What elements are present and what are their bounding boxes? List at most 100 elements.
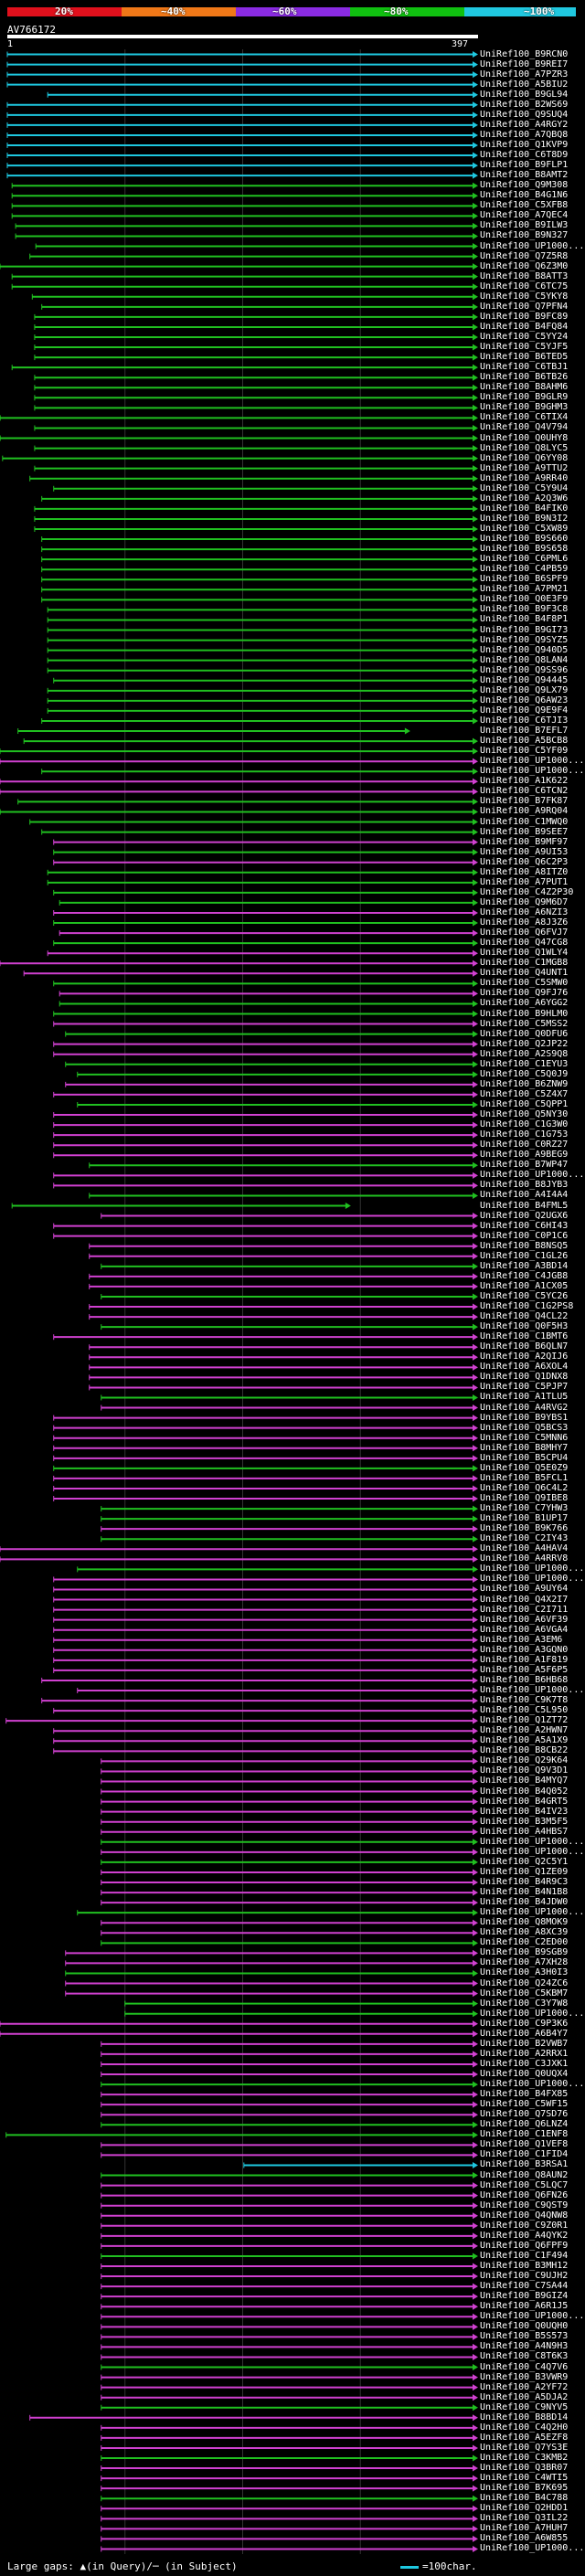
hit-62[interactable]: [47, 667, 478, 674]
hit-224[interactable]: [101, 2303, 478, 2310]
hit-label[interactable]: UniRef100_C4WTI5: [480, 2473, 569, 2484]
hit-184[interactable]: [101, 1899, 478, 1906]
hit-41[interactable]: [2, 455, 478, 462]
hit-114[interactable]: [89, 1192, 478, 1199]
hit-196[interactable]: [0, 2020, 478, 2028]
hit-label[interactable]: UniRef100_A6VGA4: [480, 1624, 569, 1635]
hit-label[interactable]: UniRef100_Q9M6D7: [480, 896, 569, 907]
hit-50[interactable]: [41, 546, 478, 553]
hit-111[interactable]: [89, 1161, 478, 1169]
hit-222[interactable]: [101, 2283, 478, 2290]
hit-label[interactable]: UniRef100_C6TIX4: [480, 412, 569, 423]
hit-label[interactable]: UniRef100_Q24ZC6: [480, 1977, 569, 1988]
hit-135[interactable]: [101, 1405, 478, 1412]
hit-108[interactable]: [53, 1131, 478, 1139]
hit-174[interactable]: [101, 1798, 478, 1806]
hit-195[interactable]: [124, 2010, 478, 2018]
hit-label[interactable]: UniRef100_UP1000...: [480, 756, 585, 767]
hit-label[interactable]: UniRef100_B9GHM3: [480, 402, 569, 413]
hit-label[interactable]: UniRef100_B9GI73: [480, 624, 569, 635]
hit-55[interactable]: [41, 596, 478, 603]
hit-225[interactable]: [101, 2313, 478, 2320]
hit-label[interactable]: UniRef100_B5FCL1: [480, 1472, 569, 1483]
hit-220[interactable]: [101, 2263, 478, 2270]
hit-label[interactable]: UniRef100_Q9SYZ5: [480, 634, 569, 645]
hit-label[interactable]: UniRef100_Q7YS3E: [480, 2442, 569, 2453]
hit-73[interactable]: [0, 778, 478, 785]
hit-label[interactable]: UniRef100_C5XFB8: [480, 200, 569, 211]
hit-40[interactable]: [34, 445, 478, 452]
hit-label[interactable]: UniRef100_C5YJF5: [480, 342, 569, 353]
hit-61[interactable]: [47, 657, 478, 664]
hit-label[interactable]: UniRef100_C2IY43: [480, 1533, 569, 1544]
hit-label[interactable]: UniRef100_B9GLR9: [480, 392, 569, 403]
hit-43[interactable]: [29, 475, 478, 482]
hit-153[interactable]: [53, 1585, 478, 1593]
hit-label[interactable]: UniRef100_Q1WLY4: [480, 948, 569, 959]
hit-label[interactable]: UniRef100_A8J3Z6: [480, 917, 569, 928]
hit-label[interactable]: UniRef100_A4I4A4: [480, 1190, 569, 1201]
hit-label[interactable]: UniRef100_C4Z2P30: [480, 886, 574, 897]
hit-label[interactable]: UniRef100_C6HI43: [480, 1220, 569, 1231]
hit-20[interactable]: [35, 243, 478, 250]
hit-100[interactable]: [53, 1051, 478, 1058]
hit-52[interactable]: [41, 566, 478, 573]
hit-label[interactable]: UniRef100_C1F494: [480, 2250, 569, 2261]
hit-101[interactable]: [65, 1061, 478, 1068]
hit-label[interactable]: UniRef100_C2I711: [480, 1604, 569, 1615]
hit-221[interactable]: [101, 2273, 478, 2280]
hit-26[interactable]: [41, 303, 478, 311]
hit-32[interactable]: [11, 364, 478, 371]
hit-label[interactable]: UniRef100_C1MWQ0: [480, 816, 569, 827]
hit-217[interactable]: [101, 2232, 478, 2240]
hit-75[interactable]: [17, 798, 478, 805]
hit-label[interactable]: UniRef100_Q0F5H3: [480, 1321, 569, 1332]
hit-label[interactable]: UniRef100_A2QIJ6: [480, 1352, 569, 1362]
hit-145[interactable]: [101, 1505, 478, 1512]
hit-label[interactable]: UniRef100_A7XH28: [480, 1957, 569, 1968]
hit-57[interactable]: [47, 616, 478, 623]
hit-label[interactable]: UniRef100_B8AHM6: [480, 382, 569, 393]
hit-label[interactable]: UniRef100_C9QST9: [480, 2200, 569, 2210]
hit-14[interactable]: [11, 182, 478, 189]
hit-159[interactable]: [53, 1647, 478, 1654]
hit-71[interactable]: [0, 758, 478, 765]
hit-133[interactable]: [89, 1383, 478, 1391]
hit-label[interactable]: UniRef100_Q4UNT1: [480, 968, 569, 979]
hit-label[interactable]: UniRef100_Q2C5Y1: [480, 1856, 569, 1867]
hit-label[interactable]: UniRef100_Q9LX79: [480, 684, 569, 695]
hit-label[interactable]: UniRef100_C3JXK1: [480, 2058, 569, 2069]
hit-245[interactable]: [101, 2515, 478, 2522]
hit-129[interactable]: [89, 1343, 478, 1351]
hit-label[interactable]: UniRef100_A2S9Q8: [480, 1048, 569, 1059]
hit-94[interactable]: [58, 990, 478, 997]
hit-label[interactable]: UniRef100_A9BEG9: [480, 1150, 569, 1161]
hit-label[interactable]: UniRef100_UP1000...: [480, 1170, 585, 1181]
hit-label[interactable]: UniRef100_UP1000...: [480, 1685, 585, 1696]
hit-label[interactable]: UniRef100_C9K7T8: [480, 1695, 569, 1706]
hit-label[interactable]: UniRef100_C9NYV5: [480, 2401, 569, 2412]
hit-label[interactable]: UniRef100_UP1000...: [480, 766, 585, 777]
hit-206[interactable]: [101, 2121, 478, 2128]
hit-label[interactable]: UniRef100_B4F8P1: [480, 614, 569, 625]
hit-106[interactable]: [53, 1111, 478, 1118]
hit-label[interactable]: UniRef100_Q6LNZ4: [480, 2119, 569, 2130]
hit-86[interactable]: [53, 909, 478, 917]
hit-label[interactable]: UniRef100_A7PUT1: [480, 876, 569, 887]
hit-238[interactable]: [101, 2444, 478, 2452]
hit-label[interactable]: UniRef100_A9RR40: [480, 472, 569, 483]
hit-label[interactable]: UniRef100_C8T6K3: [480, 2351, 569, 2362]
hit-141[interactable]: [53, 1465, 478, 1472]
hit-label[interactable]: UniRef100_A7PM21: [480, 584, 569, 595]
hit-76[interactable]: [0, 808, 478, 815]
hit-label[interactable]: UniRef100_Q6FN26: [480, 2189, 569, 2200]
hit-label[interactable]: UniRef100_B9GL94: [480, 89, 569, 100]
hit-label[interactable]: UniRef100_A5BCB8: [480, 736, 569, 747]
hit-193[interactable]: [65, 1990, 478, 1998]
hit-170[interactable]: [101, 1757, 478, 1765]
hit-label[interactable]: UniRef100_B4N1B8: [480, 1887, 569, 1898]
hit-label[interactable]: UniRef100_Q94445: [480, 674, 569, 685]
hit-label[interactable]: UniRef100_B6TED5: [480, 352, 569, 363]
hit-label[interactable]: UniRef100_UP1000...: [480, 2008, 585, 2019]
hit-label[interactable]: UniRef100_Q8LAN4: [480, 654, 569, 665]
